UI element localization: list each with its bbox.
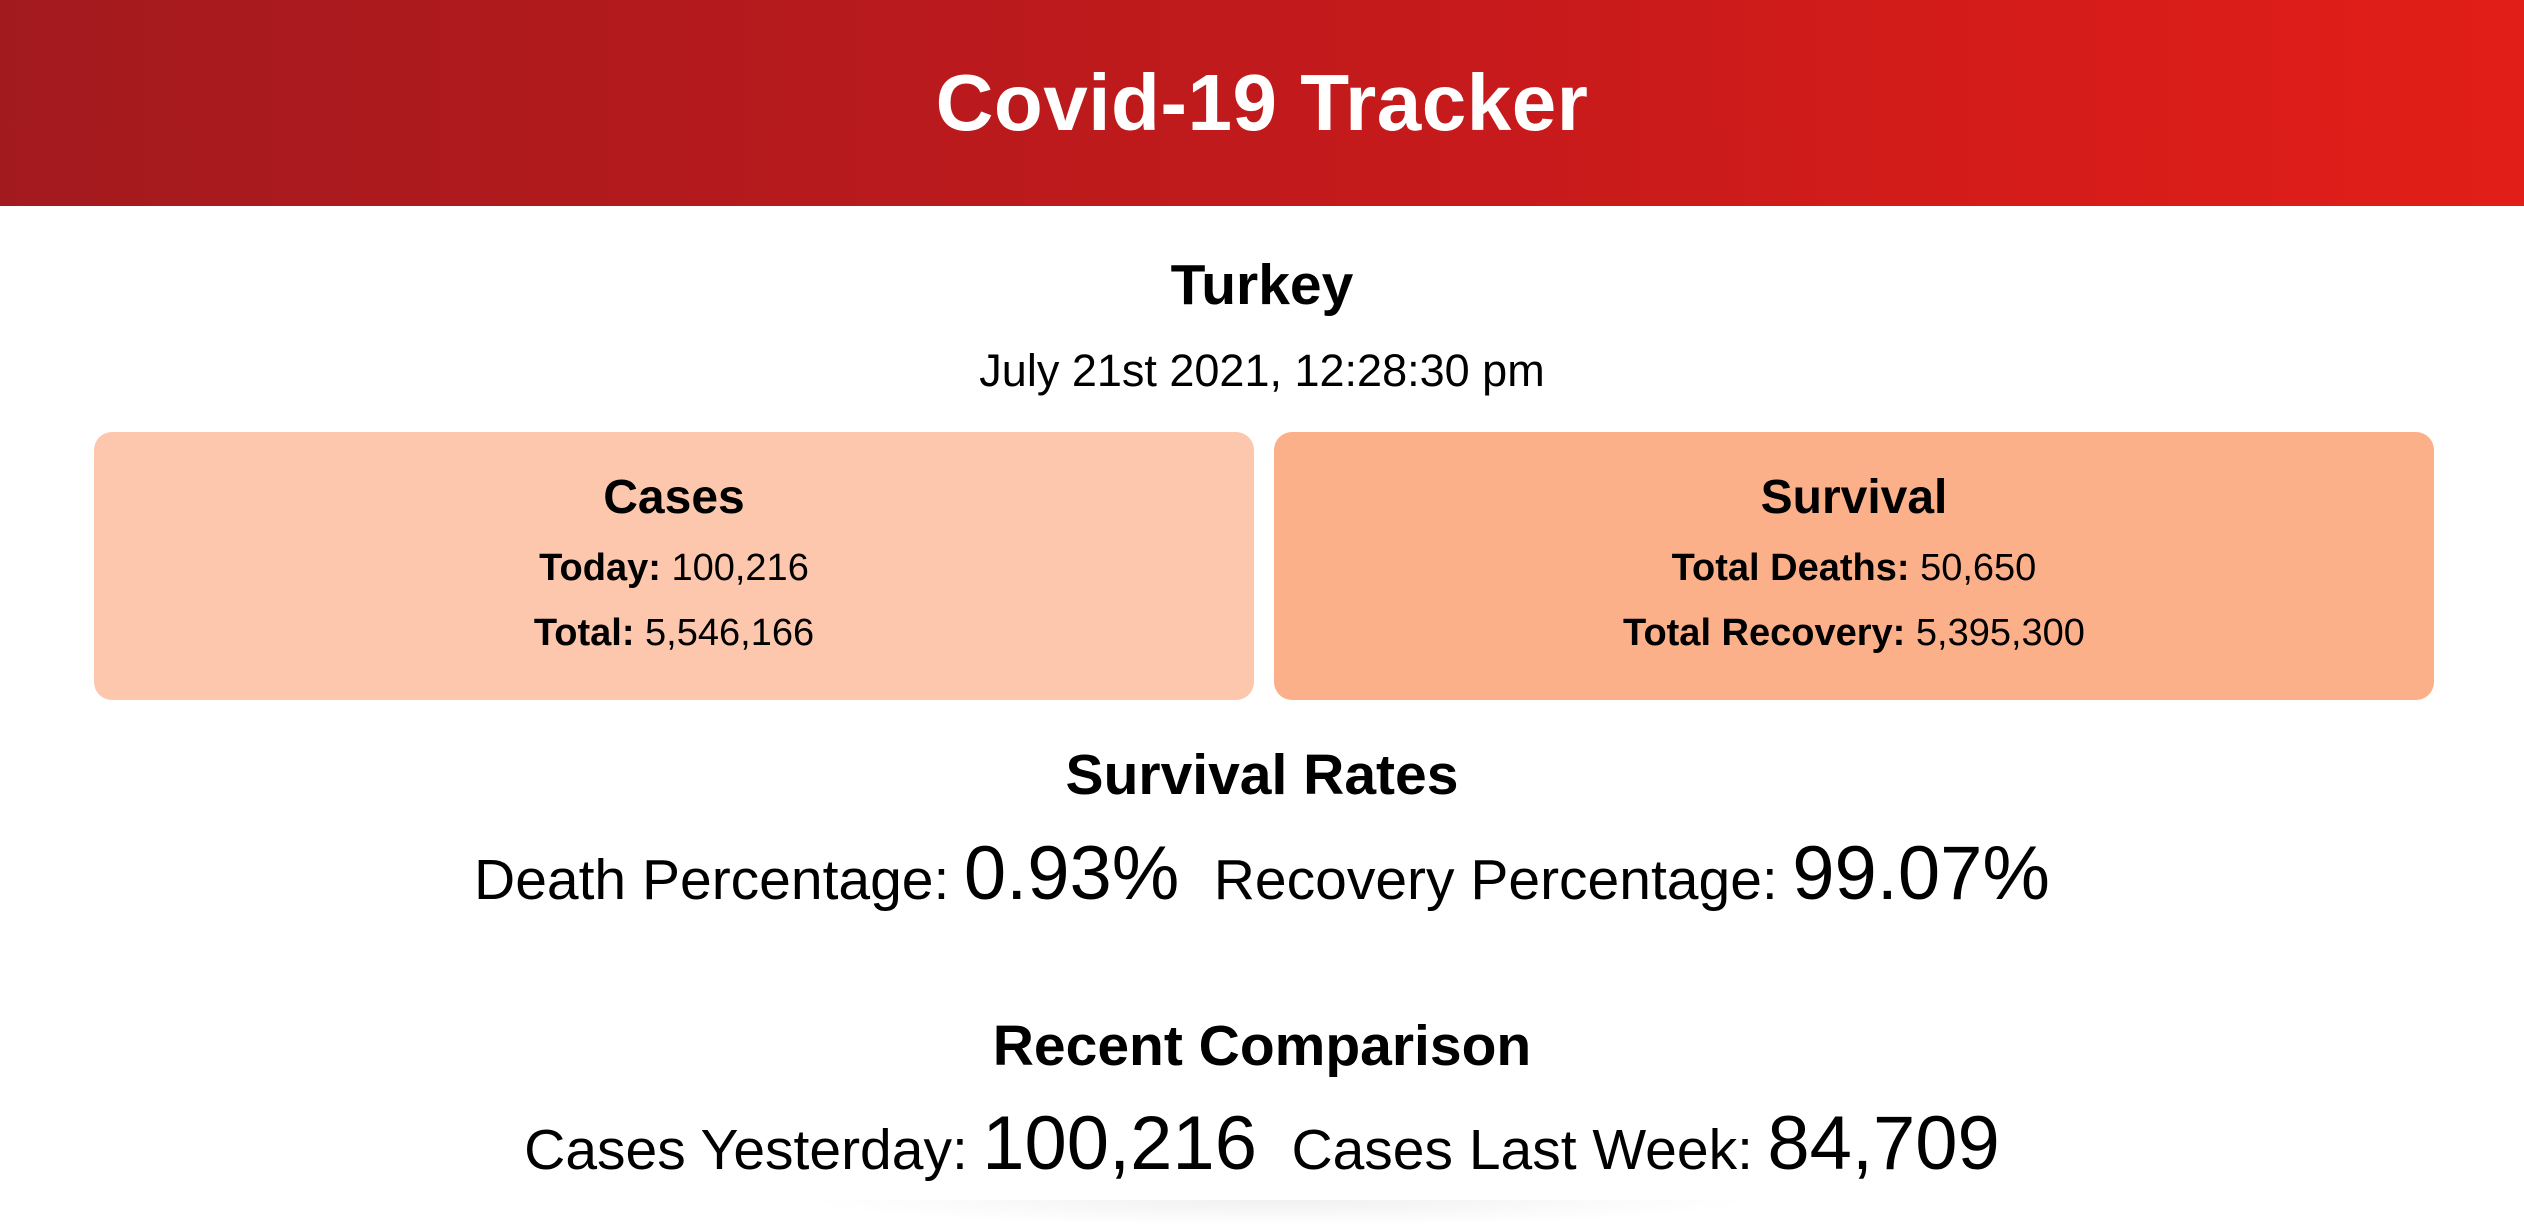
- total-deaths-row: Total Deaths: 50,650: [1274, 547, 2434, 590]
- cases-last-week-label: Cases Last Week:: [1291, 1118, 1753, 1182]
- bottom-shadow-divider: [800, 1200, 1760, 1226]
- recent-comparison-line: Cases Yesterday: 100,216 Cases Last Week…: [0, 1100, 2524, 1187]
- total-deaths-value: 50,650: [1920, 547, 2037, 589]
- survival-card: Survival Total Deaths: 50,650 Total Reco…: [1274, 432, 2434, 700]
- recovery-percentage-value: 99.07%: [1792, 831, 2050, 916]
- cases-card-title: Cases: [603, 471, 745, 524]
- recent-comparison-title: Recent Comparison: [992, 1014, 1532, 1078]
- cases-today-label: Today:: [539, 547, 661, 589]
- cases-yesterday-value: 100,216: [982, 1101, 1257, 1186]
- cases-today-value: 100,216: [671, 547, 809, 589]
- last-updated-datetime: July 21st 2021, 12:28:30 pm: [979, 345, 1545, 396]
- survival-card-title: Survival: [1760, 471, 1948, 524]
- cases-total-row: Total: 5,546,166: [94, 612, 1254, 655]
- cases-total-value: 5,546,166: [645, 612, 815, 654]
- cases-total-label: Total:: [533, 612, 635, 654]
- survival-rates-line: Death Percentage: 0.93% Recovery Percent…: [0, 830, 2524, 917]
- total-recovery-value: 5,395,300: [1915, 612, 2085, 654]
- app-title: Covid-19 Tracker: [935, 58, 1589, 147]
- survival-rates-title: Survival Rates: [1065, 743, 1459, 807]
- cases-today-row: Today: 100,216: [94, 547, 1254, 590]
- country-name: Turkey: [1170, 253, 1354, 317]
- recovery-percentage-label: Recovery Percentage:: [1213, 848, 1778, 912]
- cases-last-week-value: 84,709: [1767, 1101, 2000, 1186]
- total-deaths-label: Total Deaths:: [1671, 547, 1910, 589]
- death-percentage-value: 0.93%: [963, 831, 1180, 916]
- app-header: Covid-19 Tracker: [0, 0, 2524, 206]
- death-percentage-label: Death Percentage:: [474, 848, 950, 912]
- cases-card: Cases Today: 100,216 Total: 5,546,166: [94, 432, 1254, 700]
- cases-yesterday-label: Cases Yesterday:: [524, 1118, 968, 1182]
- total-recovery-row: Total Recovery: 5,395,300: [1274, 612, 2434, 655]
- total-recovery-label: Total Recovery:: [1623, 612, 1906, 654]
